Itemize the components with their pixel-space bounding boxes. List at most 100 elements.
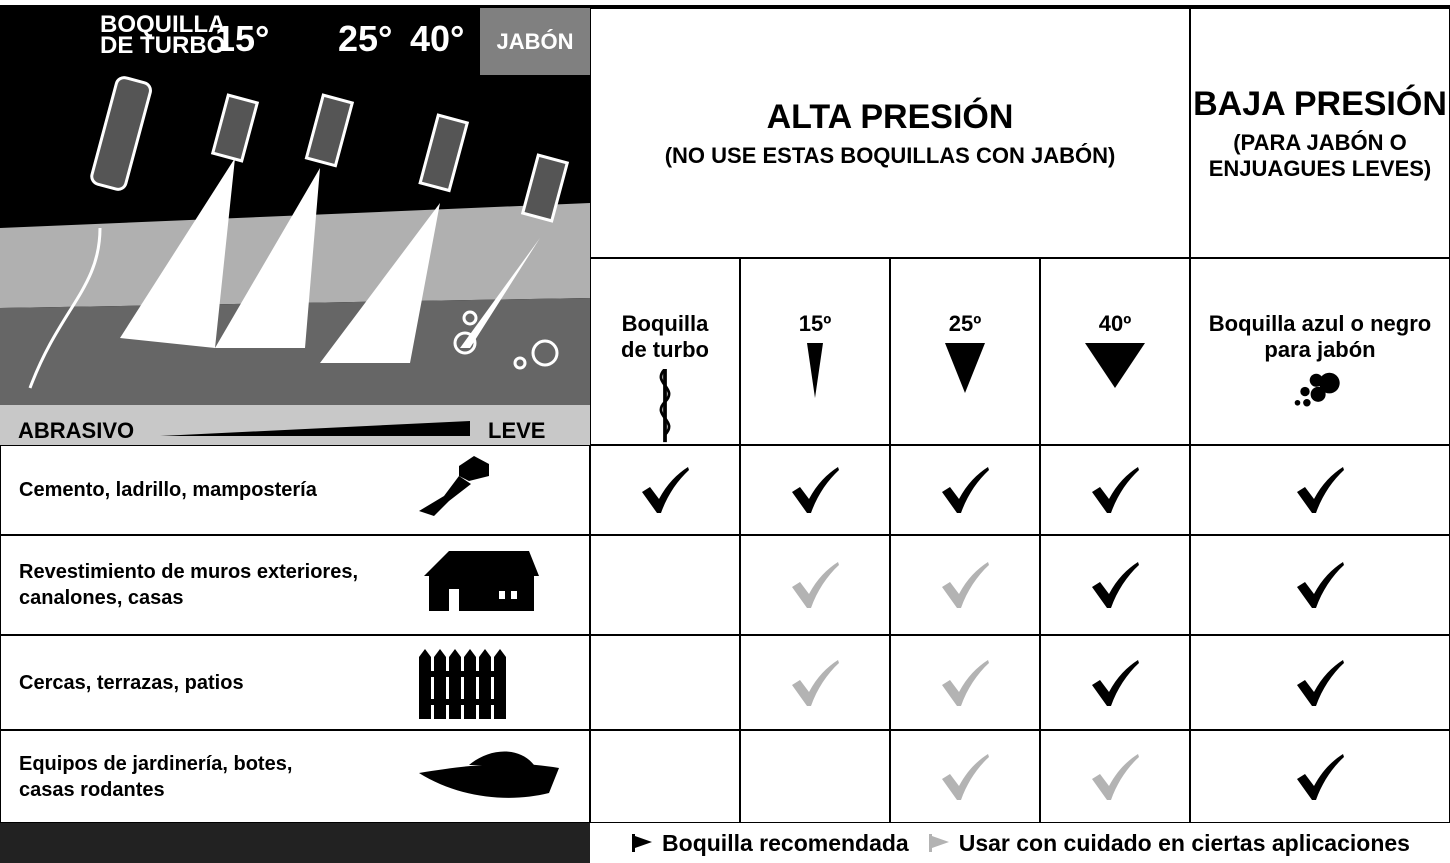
check-path <box>942 753 989 800</box>
nozzle-icon <box>659 369 671 443</box>
check-path <box>1297 467 1344 513</box>
legend-label: Usar con cuidado en ciertas aplicaciones <box>958 829 1410 856</box>
nozzle-icon <box>807 343 823 398</box>
check-cell <box>1190 730 1450 823</box>
check-path <box>1297 659 1344 706</box>
row-label: casas rodantes <box>19 778 165 801</box>
check-cell <box>890 635 1040 730</box>
check-cell <box>590 445 740 535</box>
row-label-cell: Equipos de jardinería, botes, casas rodan… <box>0 730 590 823</box>
check-cell <box>590 635 740 730</box>
check-cell <box>740 535 890 635</box>
check-mark <box>942 753 989 800</box>
check-cell <box>740 635 890 730</box>
check-path <box>792 562 839 608</box>
nozzle-icon <box>1294 372 1340 407</box>
legend-icon <box>928 834 949 852</box>
check-cell <box>1040 445 1190 535</box>
column-header: Boquilla azul o negro para jabón <box>1190 258 1450 445</box>
check-mark <box>642 467 689 513</box>
check-path <box>942 562 989 608</box>
check-cell <box>1040 635 1190 730</box>
scale-right: LEVE <box>488 418 546 443</box>
check-cell <box>1190 445 1450 535</box>
illustration: BOQUILLA DE TURBO 15° 25° 40° JABÓN ABRA… <box>0 8 590 445</box>
row-label-cell: Revestimiento de muros exteriores, canalo… <box>0 535 590 635</box>
soap-label: JABÓN <box>496 28 574 54</box>
column-header: 40º <box>1040 258 1190 445</box>
angle-label: 15° <box>215 18 270 59</box>
surface-icon <box>419 456 489 516</box>
check-cell <box>1190 535 1450 635</box>
row-label: Cercas, terrazas, patios <box>19 671 244 694</box>
check-cell <box>1040 730 1190 823</box>
top-rule <box>0 0 1450 8</box>
column-label: Boquilla <box>621 311 709 336</box>
legend-flag <box>632 834 653 852</box>
check-path <box>1092 659 1139 706</box>
legend-label: Boquilla recomendada <box>662 829 909 856</box>
check-mark <box>942 562 989 608</box>
header-title: BAJA PRESIÓN <box>1193 84 1447 123</box>
header-subtitle: ENJUAGUES LEVES) <box>1208 155 1432 181</box>
illustration-art <box>0 8 590 445</box>
check-path <box>1092 467 1139 513</box>
high-pressure-header: ALTA PRESIÓN (NO USE ESTAS BOQUILLAS CON… <box>590 8 1190 258</box>
check-mark <box>1092 753 1139 800</box>
column-label: Boquilla azul o negro <box>1208 311 1432 336</box>
column-header: 25º <box>890 258 1040 445</box>
low-pressure-header: BAJA PRESIÓN (PARA JABÓN O ENJUAGUES LEV… <box>1190 8 1450 258</box>
row-label-cell: Cercas, terrazas, patios <box>0 635 590 730</box>
check-cell <box>590 535 740 635</box>
row-label: Revestimiento de muros exteriores, <box>19 561 359 583</box>
check-path <box>792 659 839 706</box>
angle-label: 40° <box>410 18 465 59</box>
check-path <box>642 467 689 513</box>
check-mark <box>1297 753 1344 800</box>
surface-icon <box>419 750 559 798</box>
check-cell <box>1040 535 1190 635</box>
column-label: de turbo <box>621 337 709 362</box>
check-cell <box>890 730 1040 823</box>
check-mark <box>1092 467 1139 513</box>
row-label-cell: Cemento, ladrillo, mampostería <box>0 445 590 535</box>
nozzle-icon <box>1085 343 1145 388</box>
legend-item: Usar con cuidado en ciertas aplicaciones <box>927 830 1410 857</box>
check-path <box>1297 753 1344 800</box>
header-subtitle: (NO USE ESTAS BOQUILLAS CON JABÓN) <box>664 142 1116 168</box>
check-path <box>942 467 989 513</box>
check-mark <box>1297 467 1344 513</box>
column-header: Boquilla de turbo <box>590 258 740 445</box>
header-title: ALTA PRESIÓN <box>766 97 1014 136</box>
check-path <box>1092 562 1139 608</box>
check-mark <box>1092 562 1139 608</box>
legend: Boquilla recomendada Usar con cuidado en … <box>590 823 1450 863</box>
angle-label: 25° <box>338 18 393 59</box>
check-path <box>1092 753 1139 800</box>
nozzle-icon <box>945 343 985 393</box>
row-label: Equipos de jardinería, botes, <box>19 752 293 775</box>
check-cell <box>740 730 890 823</box>
column-label: para jabón <box>1264 337 1376 362</box>
footer-bar <box>0 823 590 863</box>
check-mark <box>1092 659 1139 706</box>
turbo-label: BOQUILLA DE TURBO <box>100 13 226 59</box>
check-cell <box>890 445 1040 535</box>
surface-icon <box>424 551 539 611</box>
check-cell <box>590 730 740 823</box>
check-cell <box>1190 635 1450 730</box>
check-path <box>942 659 989 706</box>
check-mark <box>1297 562 1344 608</box>
row-label: canalones, casas <box>19 587 184 609</box>
legend-icon <box>632 834 653 852</box>
check-mark <box>792 659 839 706</box>
column-label: 40º <box>1098 311 1132 336</box>
check-mark <box>942 659 989 706</box>
text: DE TURBO <box>100 32 226 59</box>
column-header: 15º <box>740 258 890 445</box>
check-cell <box>890 535 1040 635</box>
check-mark <box>792 467 839 513</box>
check-mark <box>942 467 989 513</box>
header-subtitle: (PARA JABÓN O <box>1233 129 1407 155</box>
